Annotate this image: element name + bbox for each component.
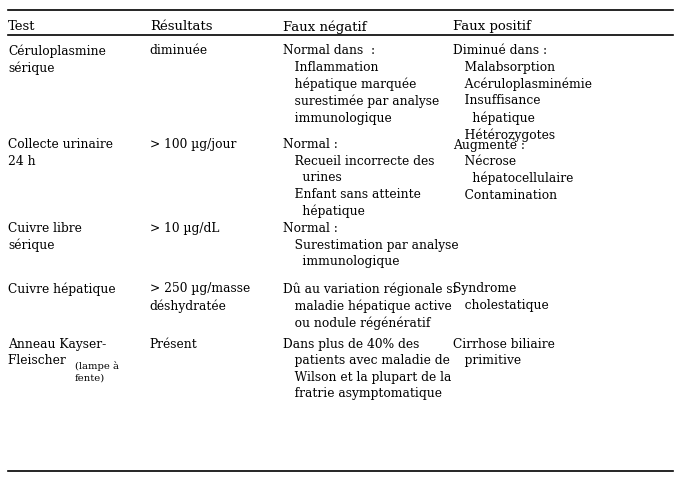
Text: (lampe à
fente): (lampe à fente) [75, 360, 119, 381]
Text: Normal :
   Surestimation par analyse
     immunologique: Normal : Surestimation par analyse immun… [283, 222, 458, 268]
Text: Présent: Présent [150, 337, 197, 350]
Text: Normal dans  :
   Inflammation
   hépatique marquée
   surestimée par analyse
  : Normal dans : Inflammation hépatique mar… [283, 44, 439, 124]
Text: Diminué dans :
   Malabsorption
   Acéruloplasminémie
   Insuffisance
     hépat: Diminué dans : Malabsorption Acéruloplas… [453, 44, 592, 142]
Text: Augmenté :
   Nécrose
     hépatocellulaire
   Contamination: Augmenté : Nécrose hépatocellulaire Cont… [453, 138, 573, 201]
Text: Résultats: Résultats [150, 20, 212, 33]
Text: Normal :
   Recueil incorrecte des
     urines
   Enfant sans atteinte
     hépa: Normal : Recueil incorrecte des urines E… [283, 138, 434, 217]
Text: > 100 µg/jour: > 100 µg/jour [150, 138, 236, 151]
Text: Test: Test [8, 20, 35, 33]
Text: Collecte urinaire
24 h: Collecte urinaire 24 h [8, 138, 113, 167]
Text: Céruloplasmine
sérique: Céruloplasmine sérique [8, 44, 106, 75]
Text: Dû au variation régionale si
   maladie hépatique active
   ou nodule régénérati: Dû au variation régionale si maladie hép… [283, 282, 456, 329]
Text: Dans plus de 40% des
   patients avec maladie de
   Wilson et la plupart de la
 : Dans plus de 40% des patients avec malad… [283, 337, 451, 399]
Text: Cuivre libre
sérique: Cuivre libre sérique [8, 222, 82, 252]
Text: Faux positif: Faux positif [453, 20, 530, 33]
Text: > 250 µg/masse
déshydratée: > 250 µg/masse déshydratée [150, 282, 250, 312]
Text: Anneau Kayser-
Fleischer: Anneau Kayser- Fleischer [8, 337, 106, 366]
Text: > 10 µg/dL: > 10 µg/dL [150, 222, 219, 235]
Text: Cirrhose biliaire
   primitive: Cirrhose biliaire primitive [453, 337, 555, 366]
Text: Syndrome
   cholestatique: Syndrome cholestatique [453, 282, 549, 311]
Text: diminuée: diminuée [150, 44, 208, 57]
Text: Faux négatif: Faux négatif [283, 20, 366, 34]
Text: Cuivre hépatique: Cuivre hépatique [8, 282, 116, 295]
